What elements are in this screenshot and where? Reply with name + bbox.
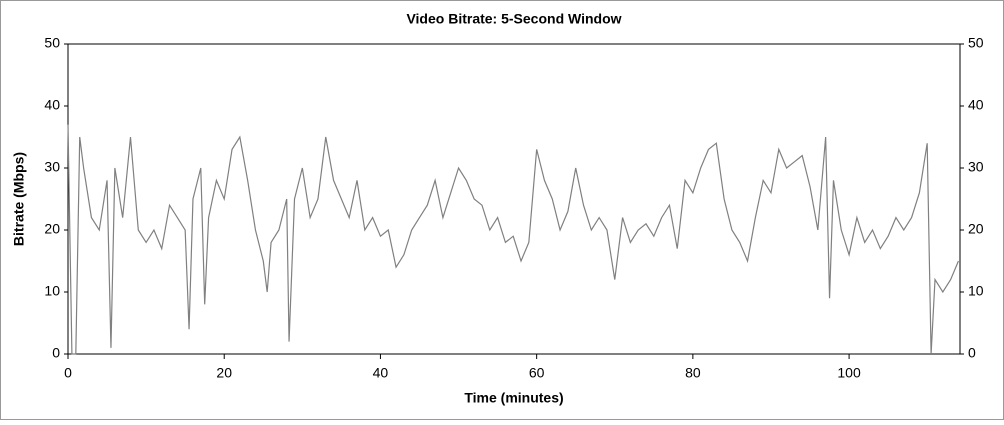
- y2-tick-label: 0: [968, 345, 976, 361]
- y-tick-label: 10: [44, 283, 60, 299]
- x-tick-label: 80: [685, 365, 701, 381]
- x-tick-label: 100: [837, 365, 861, 381]
- y-axis-label: Bitrate (Mbps): [11, 152, 27, 246]
- y-tick-label: 50: [44, 35, 60, 51]
- y2-tick-label: 20: [968, 221, 984, 237]
- x-axis-label: Time (minutes): [464, 390, 563, 406]
- data-line: [67, 124, 959, 355]
- x-tick-label: 20: [216, 365, 232, 381]
- x-tick-label: 0: [64, 365, 72, 381]
- y2-tick-label: 40: [968, 97, 984, 113]
- y-tick-label: 0: [52, 345, 60, 361]
- y2-tick-label: 50: [968, 35, 984, 51]
- y-tick-label: 30: [44, 159, 60, 175]
- y2-tick-label: 30: [968, 159, 984, 175]
- x-tick-label: 60: [529, 365, 545, 381]
- chart-title: Video Bitrate: 5-Second Window: [406, 11, 621, 27]
- y-tick-label: 40: [44, 97, 60, 113]
- y2-tick-label: 10: [968, 283, 984, 299]
- x-tick-label: 40: [373, 365, 389, 381]
- plot-area: [67, 43, 961, 355]
- y-tick-label: 20: [44, 221, 60, 237]
